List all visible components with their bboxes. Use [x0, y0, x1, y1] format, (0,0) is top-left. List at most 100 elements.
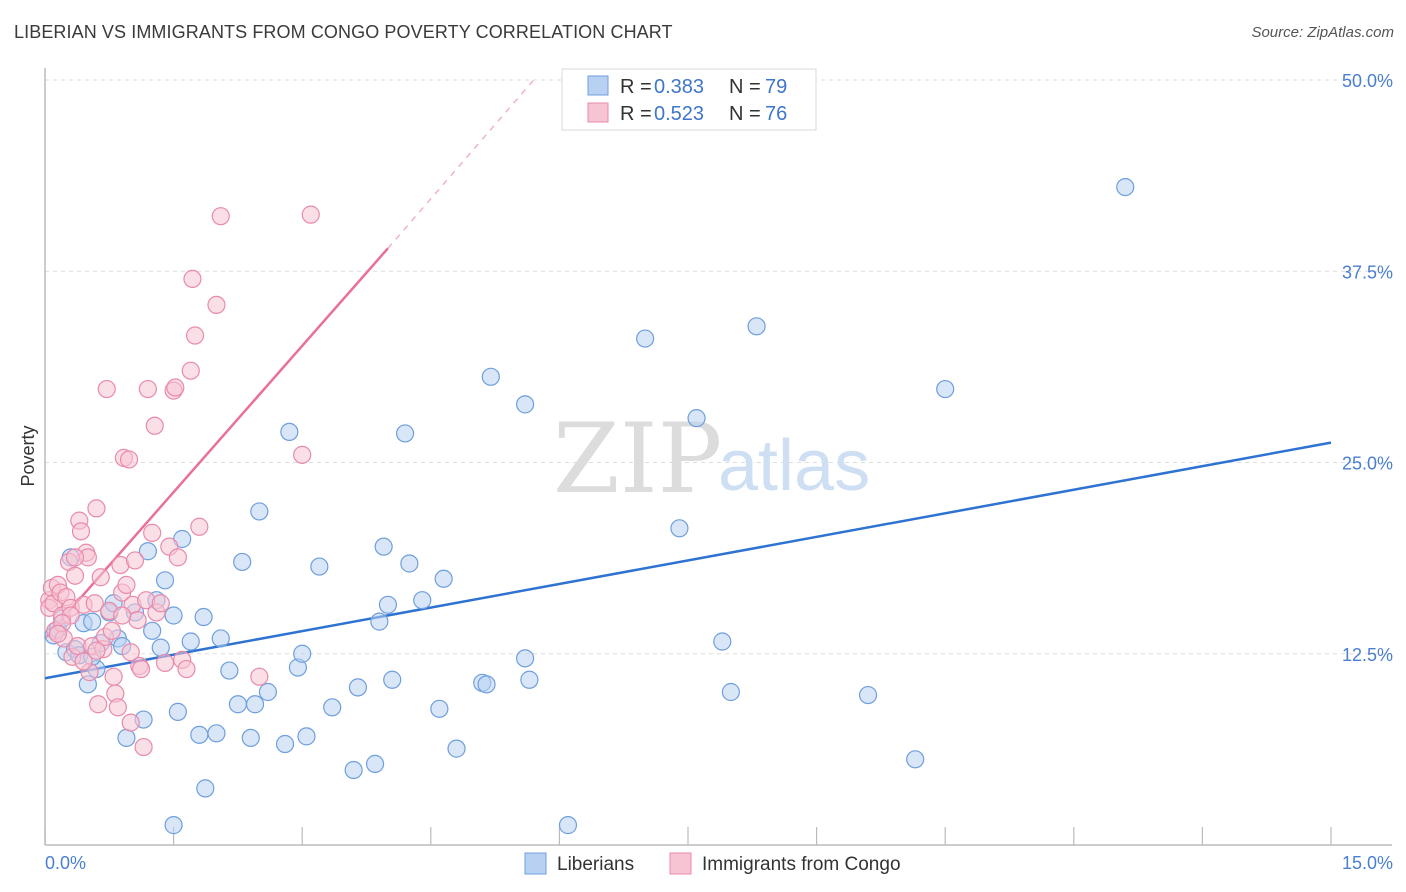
- watermark-atlas: atlas: [718, 426, 870, 506]
- liberian-point-39: [250, 502, 269, 521]
- liberian-point-69: [670, 519, 689, 538]
- congo-point-44: [131, 659, 151, 679]
- congo-point-56: [168, 548, 187, 567]
- congo-point-71: [87, 641, 106, 660]
- congo-point-58: [177, 659, 196, 679]
- congo-point-37: [117, 575, 136, 595]
- y-axis-title: Poverty: [18, 425, 38, 486]
- tick-labels: 12.5% 25.0% 37.5% 50.0% 0.0% 15.0%: [45, 71, 1393, 873]
- liberian-point-35: [228, 695, 247, 714]
- congo-point-47: [138, 379, 157, 399]
- legend-r-value-1: 0.383: [654, 76, 704, 98]
- bottom-legend-swatch-congo: [669, 852, 692, 875]
- congo-point-25: [91, 568, 110, 587]
- legend-swatch-liberians: [587, 75, 609, 96]
- liberian-point-22: [151, 638, 170, 657]
- congo-point-24: [89, 695, 108, 714]
- congo-trend-line-extension: [387, 79, 535, 249]
- legend-r-label-2: R =: [620, 103, 652, 125]
- liberian-point-54: [383, 670, 402, 689]
- liberian-point-53: [378, 595, 398, 614]
- liberian-point-47: [323, 698, 342, 717]
- liberian-point-34: [220, 661, 239, 680]
- liberian-point-28: [181, 632, 200, 651]
- congo-point-65: [250, 667, 269, 686]
- congo-point-60: [183, 269, 202, 288]
- congo-point-52: [155, 653, 175, 673]
- liberian-point-46: [310, 557, 329, 576]
- liberian-point-42: [280, 422, 299, 441]
- liberian-point-73: [747, 317, 766, 336]
- congo-point-13: [65, 566, 85, 585]
- liberian-point-24: [164, 816, 183, 835]
- congo-point-41: [125, 551, 145, 570]
- liberian-point-44: [293, 644, 312, 663]
- liberian-point-48: [344, 760, 363, 780]
- liberian-point-56: [400, 554, 419, 573]
- y-tick-label-3: 50.0%: [1342, 71, 1393, 91]
- liberian-point-19: [138, 542, 157, 561]
- congo-point-38: [119, 450, 139, 469]
- liberian-point-9: [83, 612, 102, 631]
- liberian-point-65: [516, 395, 535, 414]
- liberian-point-70: [687, 409, 706, 428]
- liberian-point-36: [233, 552, 252, 572]
- congo-point-64: [211, 207, 230, 226]
- watermark: ZIP atlas: [553, 403, 870, 515]
- y-tick-label-0: 12.5%: [1342, 645, 1393, 665]
- y-tick-label-1: 25.0%: [1342, 454, 1393, 474]
- liberian-point-33: [211, 629, 230, 648]
- source-label: Source: ZipAtlas.com: [1251, 24, 1394, 41]
- liberian-point-60: [447, 739, 466, 758]
- congo-point-49: [145, 416, 164, 435]
- liberian-point-26: [168, 702, 187, 721]
- liberian-point-50: [365, 754, 385, 774]
- congo-point-69: [74, 652, 93, 671]
- liberian-point-51: [370, 612, 389, 631]
- trend-lines: [44, 79, 1332, 680]
- congo-point-22: [85, 594, 104, 613]
- legend: R = 0.383 N = 79 R = 0.523 N = 76: [561, 68, 817, 131]
- congo-point-59: [181, 361, 200, 380]
- liberian-point-72: [721, 682, 740, 702]
- congo-point-42: [128, 610, 147, 630]
- congo-point-51: [151, 594, 170, 613]
- liberian-point-76: [936, 379, 955, 399]
- liberian-point-55: [395, 424, 415, 443]
- liberian-point-71: [713, 632, 732, 651]
- liberian-point-32: [207, 724, 226, 743]
- bottom-legend-congo: Immigrants from Congo: [702, 854, 901, 875]
- congo-point-30: [102, 621, 121, 640]
- legend-n-value-2: 76: [765, 103, 787, 125]
- congo-point-16: [71, 522, 91, 541]
- congo-point-72: [113, 606, 132, 625]
- liberian-point-57: [413, 591, 432, 610]
- legend-n-value-1: 79: [765, 76, 787, 98]
- liberian-point-37: [241, 728, 260, 748]
- congo-point-67: [301, 205, 320, 224]
- chart-title: LIBERIAN VS IMMIGRANTS FROM CONGO POVERT…: [14, 22, 673, 42]
- bottom-legend: Liberians Immigrants from Congo: [524, 852, 901, 875]
- liberian-point-66: [520, 670, 539, 689]
- congo-point-23: [87, 499, 106, 518]
- congo-point-66: [293, 445, 312, 464]
- liberian-point-23: [155, 571, 175, 590]
- liberian-point-58: [430, 699, 449, 718]
- liberian-point-29: [190, 725, 209, 744]
- congo-point-55: [166, 378, 185, 397]
- liberian-point-62: [477, 675, 496, 694]
- congo-point-39: [121, 713, 140, 732]
- liberian-point-40: [258, 682, 278, 702]
- liberian-point-67: [558, 816, 578, 835]
- congo-point-75: [121, 643, 140, 662]
- liberian-point-74: [858, 685, 878, 705]
- legend-r-value-2: 0.523: [654, 103, 704, 125]
- bottom-legend-swatch-liberians: [524, 852, 547, 875]
- congo-point-33: [108, 698, 127, 717]
- congo-point-31: [104, 667, 123, 686]
- legend-swatch-congo: [587, 102, 609, 123]
- liberian-point-38: [245, 695, 265, 714]
- axes: [44, 68, 1392, 846]
- legend-r-label-1: R =: [620, 76, 652, 98]
